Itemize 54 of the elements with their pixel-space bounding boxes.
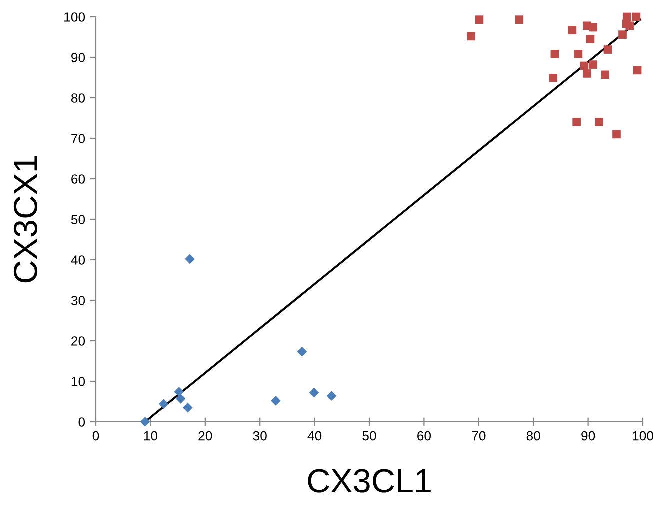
point xyxy=(467,32,476,41)
y-tick-label: 40 xyxy=(71,256,86,265)
point xyxy=(185,254,195,264)
x-tick-label: 30 xyxy=(253,431,267,441)
point xyxy=(297,347,308,357)
point xyxy=(550,50,560,58)
y-tick-label: 70 xyxy=(72,134,86,144)
y-tick-label: 0 xyxy=(78,418,86,427)
x-tick-label: 60 xyxy=(418,431,432,441)
x-tick-label: 80 xyxy=(526,431,540,441)
point xyxy=(158,399,169,410)
y-tick-label: 60 xyxy=(72,174,86,184)
point xyxy=(574,50,583,58)
point xyxy=(271,396,281,406)
x-tick-label: 10 xyxy=(144,431,158,441)
x-tick-label: 20 xyxy=(198,431,212,441)
point xyxy=(568,26,577,35)
point xyxy=(622,20,631,28)
x-tick-label: 100 xyxy=(633,431,653,441)
y-tick-label: 100 xyxy=(64,12,86,22)
point xyxy=(309,388,320,398)
point xyxy=(595,118,604,126)
point xyxy=(326,391,337,401)
point xyxy=(176,394,186,404)
y-tick-label: 50 xyxy=(71,215,86,224)
x-tick-label: 0 xyxy=(92,431,100,441)
point xyxy=(140,417,150,427)
point xyxy=(515,16,524,24)
y-tick-label: 80 xyxy=(71,94,86,103)
point xyxy=(632,12,641,22)
x-axis-title: CX3CL1 xyxy=(308,469,431,493)
point xyxy=(583,70,592,78)
point xyxy=(633,66,642,75)
point xyxy=(604,46,612,54)
point xyxy=(174,387,184,397)
point xyxy=(182,402,193,413)
y-tick-label: 10 xyxy=(72,377,86,386)
y-axis-title: CX3CX1 xyxy=(14,156,38,283)
x-tick-label: 70 xyxy=(472,431,486,441)
point xyxy=(549,74,558,82)
point xyxy=(612,130,621,139)
point xyxy=(601,70,610,80)
point xyxy=(589,60,598,69)
point xyxy=(586,35,595,44)
y-tick-label: 90 xyxy=(72,53,86,62)
y-tick-label: 20 xyxy=(72,336,86,346)
x-tick-label: 90 xyxy=(582,431,596,441)
x-tick-label: 50 xyxy=(362,431,376,441)
x-tick-label: 40 xyxy=(308,431,322,441)
point xyxy=(589,23,598,32)
point xyxy=(618,30,627,39)
point xyxy=(572,118,581,126)
y-tick-label: 30 xyxy=(71,296,86,306)
point xyxy=(475,16,484,24)
